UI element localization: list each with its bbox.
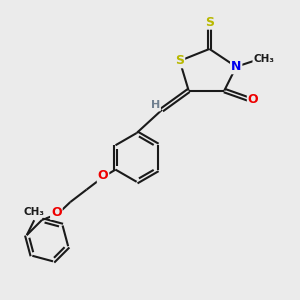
Text: O: O: [248, 93, 258, 106]
Text: O: O: [51, 206, 62, 219]
Text: O: O: [98, 169, 108, 182]
Text: H: H: [151, 100, 160, 110]
Text: S: S: [175, 54, 184, 67]
Text: N: N: [231, 60, 242, 73]
Text: S: S: [205, 16, 214, 29]
Text: CH₃: CH₃: [24, 207, 45, 217]
Text: CH₃: CH₃: [253, 54, 274, 64]
